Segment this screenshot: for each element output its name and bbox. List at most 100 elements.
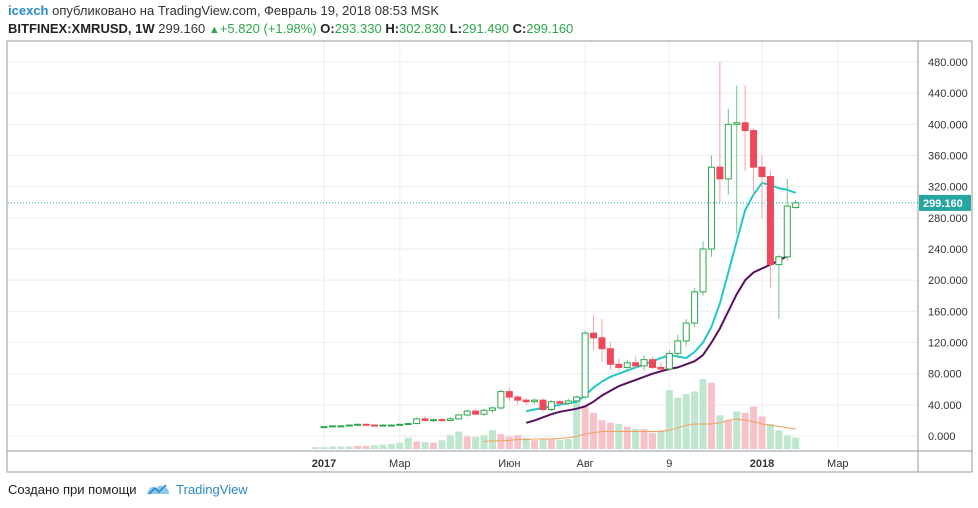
candle-body: [421, 418, 429, 421]
volume-bar: [623, 426, 631, 449]
volume-bar: [682, 394, 690, 449]
volume-bar: [665, 390, 673, 449]
volume-bar: [649, 432, 656, 449]
volume-bar: [632, 429, 640, 449]
volume-bar: [606, 422, 614, 449]
candle-body: [547, 401, 555, 411]
y-tick-label: 480.000: [928, 57, 968, 69]
candle-body: [632, 362, 640, 367]
volume-bar: [480, 435, 488, 449]
volume-bar: [564, 439, 572, 449]
low-label: L:: [449, 21, 462, 36]
volume-bar: [472, 437, 480, 449]
volume-bar: [724, 420, 732, 449]
candles: [320, 62, 800, 429]
x-tick-label: 9: [666, 458, 672, 470]
candle-body: [564, 400, 572, 404]
volume-bar: [430, 442, 437, 449]
y-tick-label: 320.000: [928, 182, 968, 194]
y-tick-label: 0.000: [928, 431, 956, 443]
candle-body: [320, 426, 328, 429]
created-with-text: Создано при помощи: [8, 482, 137, 497]
volume-bars: [312, 379, 800, 449]
volume-bar: [758, 416, 766, 449]
candle-body: [328, 425, 336, 428]
volume-bar: [707, 382, 715, 449]
volume-bar: [446, 435, 454, 449]
y-tick-label: 440.000: [928, 88, 968, 100]
candle-body: [488, 407, 496, 411]
volume-bar: [657, 430, 665, 449]
candle-body: [783, 205, 791, 258]
volume-bar: [775, 430, 783, 449]
volume-bar: [362, 445, 370, 449]
close-value: 299.160: [526, 21, 574, 36]
volume-bar: [640, 429, 648, 449]
symbol-line: BITFINEX:XMRUSD, 1W 299.160 ▲+5.820 (+1.…: [8, 21, 573, 36]
candle-body: [354, 423, 362, 426]
tradingview-link[interactable]: TradingView: [176, 482, 248, 497]
candle-body: [674, 340, 682, 354]
volume-bar: [421, 442, 429, 449]
up-arrow-icon: ▲: [208, 24, 220, 36]
publish-info: опубликовано на TradingView.com, Февраль…: [52, 3, 440, 18]
y-tick-label: 280.000: [928, 213, 968, 225]
y-tick-label: 200.000: [928, 275, 968, 287]
author-link[interactable]: icexch: [8, 3, 49, 18]
volume-bar: [488, 430, 496, 449]
volume-bar: [413, 441, 421, 449]
candle-body: [531, 399, 539, 403]
last-price-label: 299.160: [923, 198, 963, 210]
y-tick-label: 40.000: [928, 400, 962, 412]
volume-bar: [497, 434, 505, 449]
tradingview-logo-icon: [147, 484, 170, 495]
candle-body: [716, 166, 724, 180]
x-tick-label: Мар: [389, 458, 411, 470]
x-tick-label: 2018: [750, 458, 774, 470]
y-tick-label: 360.000: [928, 151, 968, 163]
ema-slow-line: [525, 255, 788, 424]
volume-bar: [455, 431, 463, 449]
candle-body: [792, 202, 800, 208]
x-tick-label: 2017: [312, 458, 336, 470]
y-tick-label: 240.000: [928, 244, 968, 256]
x-tick-label: Июн: [498, 458, 520, 470]
candle-body: [750, 130, 758, 168]
axes: 0.000 40.000 80.000 120.000 160.000 200.000 24…: [7, 41, 972, 472]
volume-bar: [615, 424, 623, 449]
candle-body: [691, 291, 699, 324]
candle-body: [539, 399, 547, 411]
symbol-name: BITFINEX:XMRUSD, 1W: [8, 21, 155, 36]
candle-body: [455, 414, 463, 420]
candle-body: [665, 352, 673, 370]
volume-bar: [320, 447, 328, 449]
close-label: C:: [512, 21, 527, 36]
candle-body: [657, 366, 665, 370]
open-label: O:: [320, 21, 335, 36]
y-tick-label: 120.000: [928, 338, 968, 350]
candle-body: [438, 419, 446, 422]
volume-bar: [733, 411, 741, 449]
volume-bar: [598, 420, 606, 449]
volume-ma-line: [483, 418, 796, 442]
last-price-tag: [919, 194, 971, 211]
candle-body: [430, 419, 437, 422]
candle-body: [463, 410, 471, 416]
candle-body: [404, 423, 412, 426]
volume-bar: [337, 446, 345, 449]
volume-bar: [691, 391, 699, 449]
volume-bar: [371, 445, 379, 449]
candle-body: [724, 123, 732, 180]
candle-body: [581, 332, 589, 398]
volume-bar: [387, 444, 395, 449]
volume-bar: [766, 424, 774, 449]
volume-bar: [404, 437, 412, 449]
volume-bar: [396, 442, 404, 449]
volume-bar: [741, 412, 749, 449]
volume-bar: [514, 435, 522, 449]
volume-bar: [581, 406, 589, 449]
candle-body: [615, 363, 623, 368]
volume-bar: [328, 446, 336, 449]
volume-bar: [750, 406, 758, 449]
